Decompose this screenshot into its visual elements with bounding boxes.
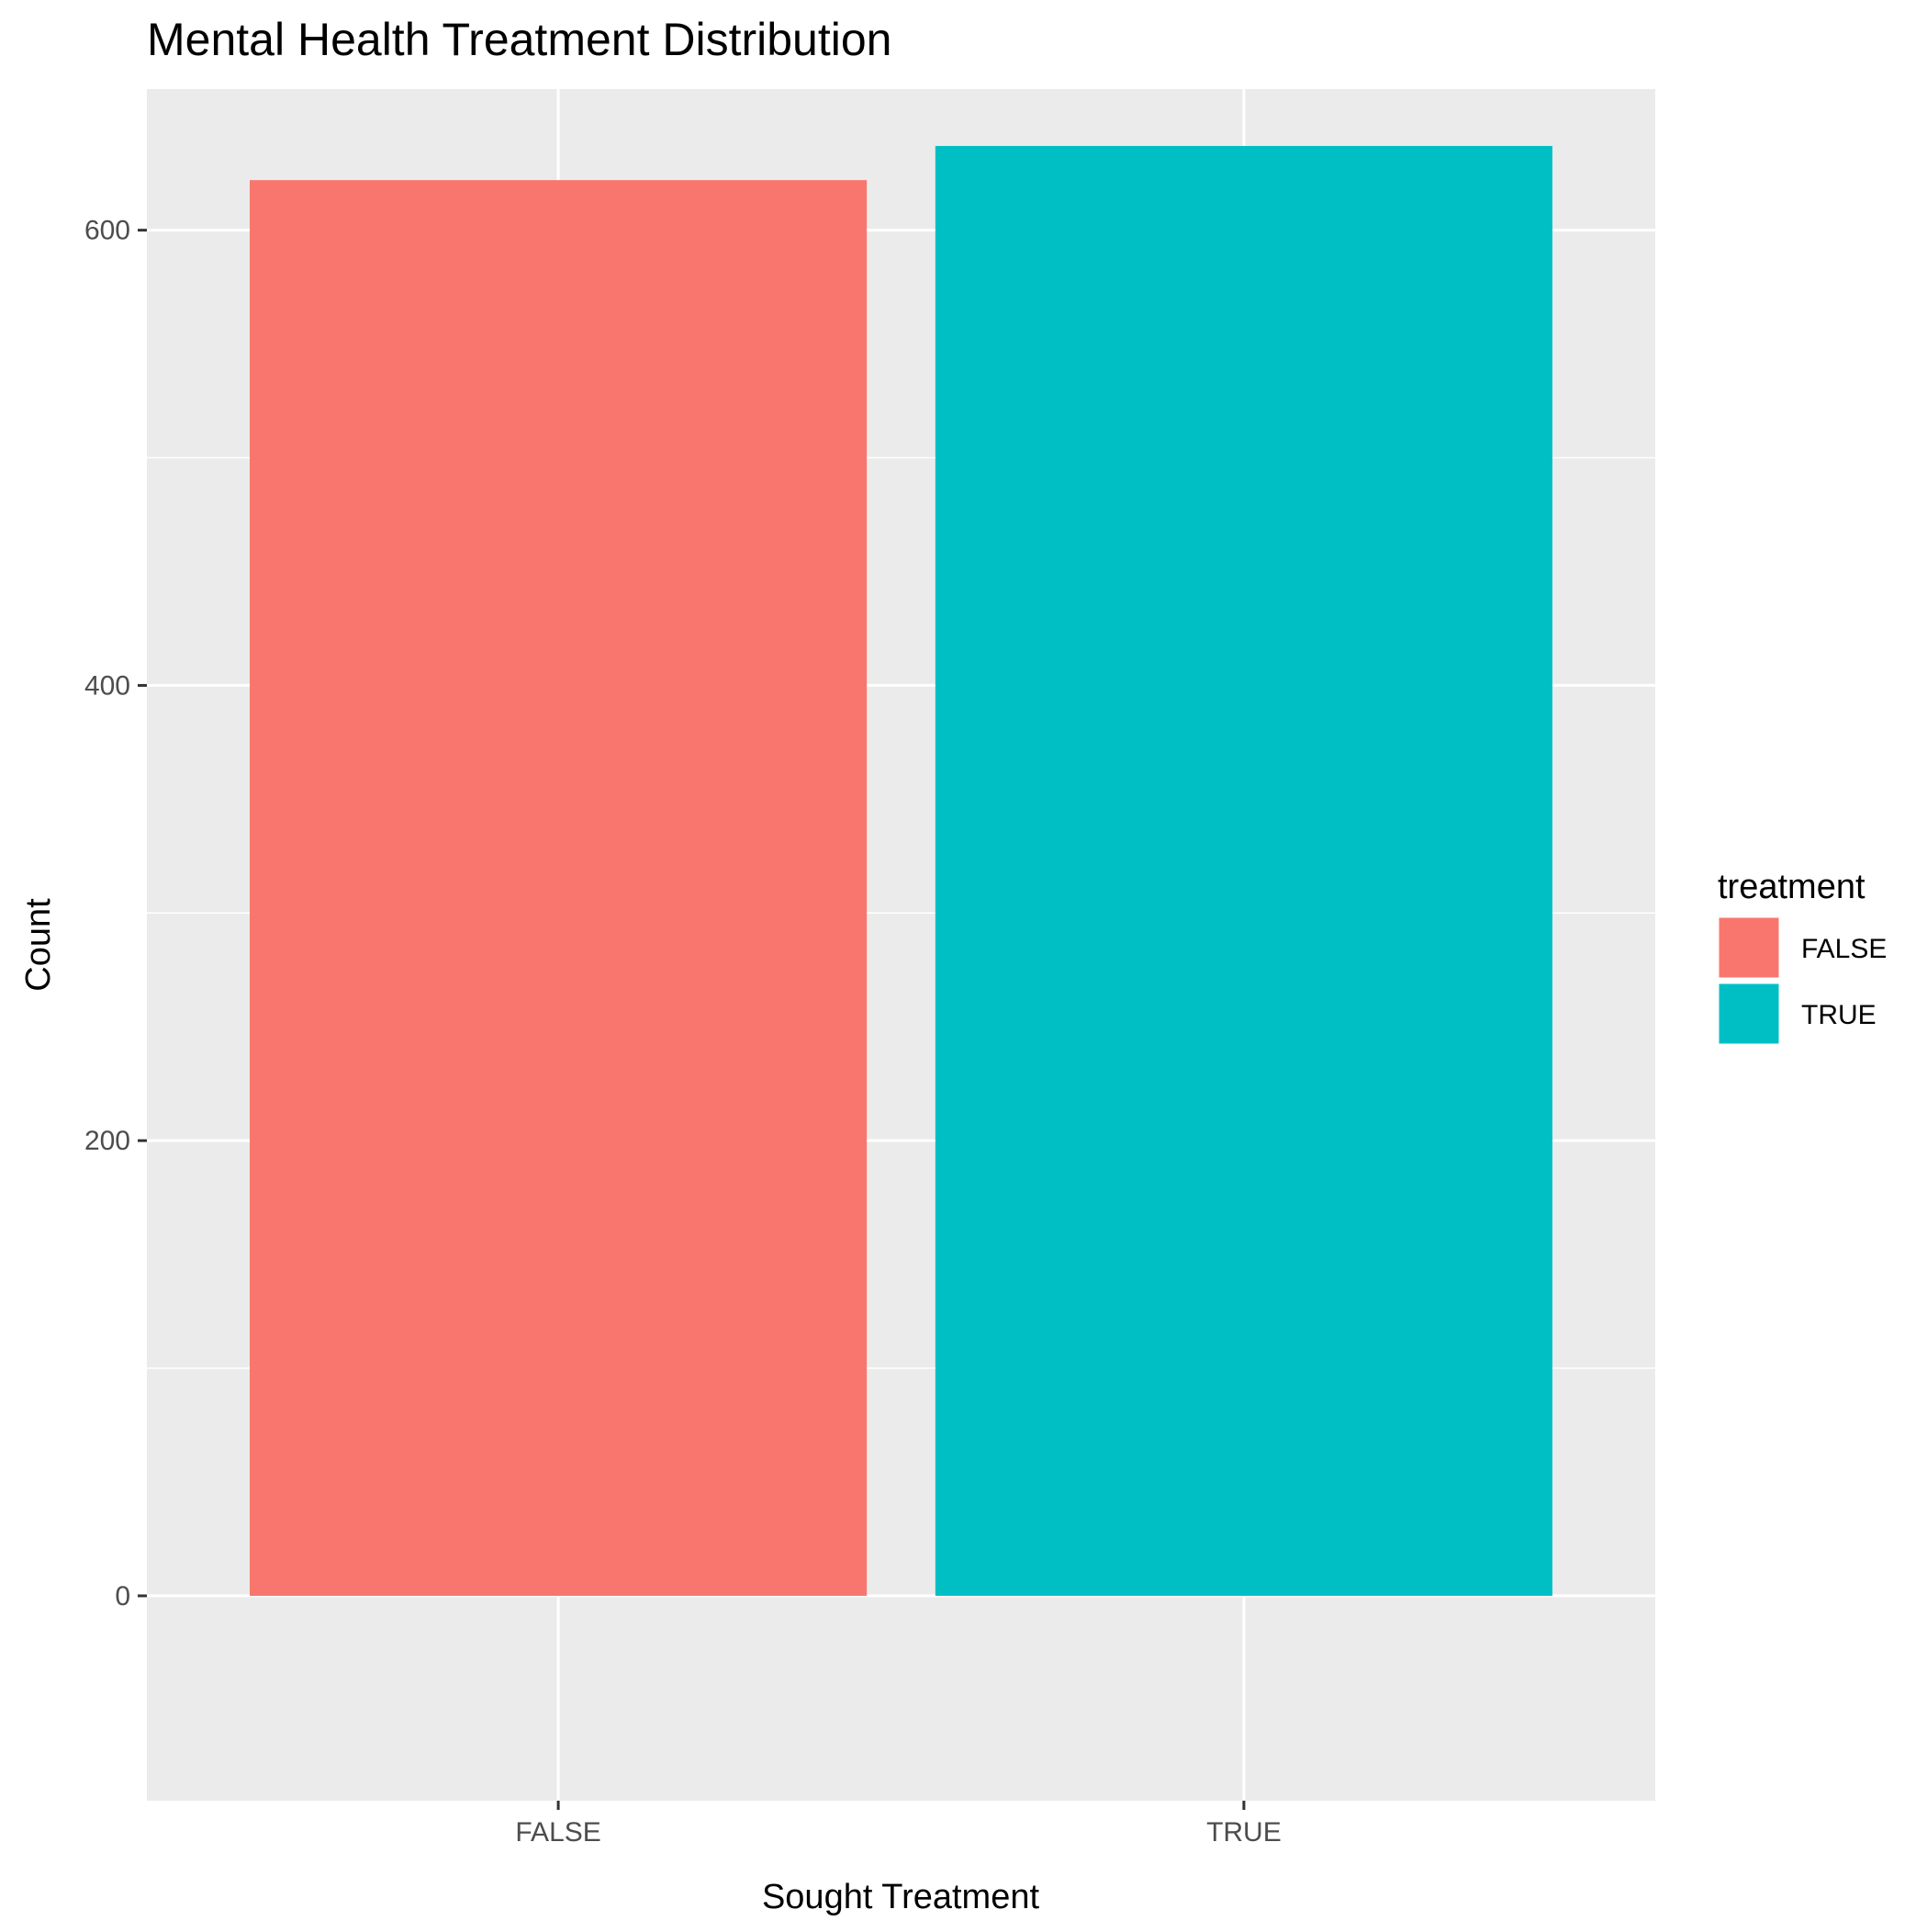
- x-tick-label: TRUE: [1206, 1817, 1282, 1848]
- y-tick-label: 600: [84, 216, 130, 246]
- legend-key-false: [1716, 915, 1782, 981]
- y-axis: 0 200 400 600: [84, 216, 147, 1612]
- legend-key-true: [1716, 981, 1782, 1047]
- bars: [250, 145, 1552, 1596]
- y-tick-label: 200: [84, 1126, 130, 1156]
- x-tick-label: FALSE: [515, 1817, 600, 1848]
- bar-true: [935, 145, 1552, 1596]
- legend: treatment FALSE TRUE: [1716, 868, 1887, 1047]
- legend-label: TRUE: [1801, 1000, 1877, 1030]
- legend-label: FALSE: [1801, 934, 1887, 964]
- x-axis: FALSE TRUE: [515, 1801, 1282, 1848]
- y-axis-title: Count: [19, 898, 58, 992]
- y-tick-label: 0: [115, 1581, 130, 1612]
- legend-title: treatment: [1718, 868, 1865, 906]
- y-tick-label: 400: [84, 670, 130, 701]
- bar-false: [250, 180, 868, 1596]
- x-axis-title: Sought Treatment: [762, 1878, 1040, 1916]
- chart-title: Mental Health Treatment Distribution: [147, 14, 891, 65]
